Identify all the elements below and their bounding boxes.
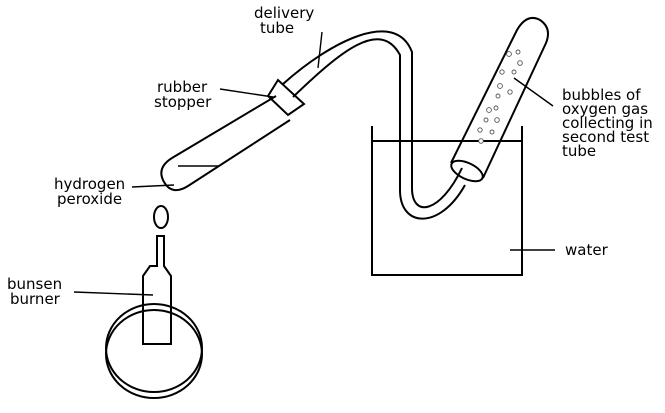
leader-hydrogen-peroxide: [131, 184, 175, 188]
delivery-tube: [282, 30, 466, 220]
bunsen-burner: [105, 235, 203, 399]
leader-bubbles: [513, 77, 554, 107]
beaker: [371, 126, 523, 276]
label-water: water: [565, 241, 608, 259]
flame: [153, 205, 169, 229]
label-bubbles: bubbles of oxygen gas collecting in seco…: [562, 86, 653, 160]
leader-rubber-stopper: [219, 88, 274, 98]
label-bunsen-burner: bunsen burner: [7, 275, 63, 308]
label-hydrogen-peroxide: hydrogen peroxide: [54, 175, 126, 208]
label-rubber-stopper: rubber stopper: [154, 78, 212, 111]
leader-bunsen-burner: [73, 291, 154, 296]
rubber-stopper: [266, 78, 306, 117]
second-test-tube: [450, 17, 549, 183]
leader-delivery-tube: [317, 31, 323, 69]
oxygen-bubbles: [477, 49, 523, 144]
label-delivery-tube: delivery tube: [254, 4, 315, 37]
first-test-tube: [160, 95, 291, 192]
